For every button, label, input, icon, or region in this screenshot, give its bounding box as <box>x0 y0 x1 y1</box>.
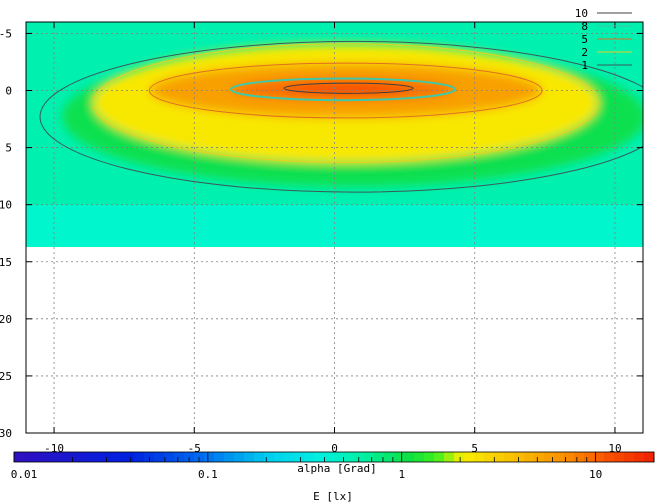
colorbar-cell <box>344 452 355 462</box>
colorbar-cell <box>24 452 35 462</box>
contour-1 <box>39 40 643 193</box>
colorbar-cell <box>14 452 25 462</box>
colorbar-cell <box>514 452 525 462</box>
colorbar-cell <box>204 452 215 462</box>
y-tick-label: 0 <box>5 85 12 98</box>
colorbar-cell <box>554 452 565 462</box>
colorbar-tick-label: 1 <box>398 468 405 481</box>
colorbar-cell <box>214 452 225 462</box>
colorbar-cell <box>264 452 275 462</box>
colorbar-cell <box>134 452 145 462</box>
x-tick-label: 0 <box>331 442 338 455</box>
legend-label-8: 8 <box>581 20 588 33</box>
y-tick-label: 10 <box>0 199 12 212</box>
colorbar-cell <box>84 452 95 462</box>
colorbar-cell <box>454 452 465 462</box>
legend-label-1: 1 <box>581 59 588 72</box>
colorbar: 0.01 0.1 1 10 <box>11 451 655 481</box>
colorbar-cell <box>494 452 505 462</box>
colorbar-cell <box>364 452 375 462</box>
colorbar-cell <box>384 452 395 462</box>
colorbar-cell <box>574 452 585 462</box>
colorbar-cell <box>44 452 55 462</box>
colorbar-cell <box>254 452 265 462</box>
colorbar-cell <box>524 452 535 462</box>
colorbar-tick-label: 10 <box>589 468 602 481</box>
colorbar-cell <box>434 452 445 462</box>
heatmap-layer <box>26 22 643 247</box>
colorbar-cell <box>294 452 305 462</box>
colorbar-cell <box>244 452 255 462</box>
colorbar-cell <box>444 452 455 462</box>
contour-5 <box>148 62 543 119</box>
colorbar-cell <box>504 452 515 462</box>
colorbar-cell <box>584 452 595 462</box>
colorbar-cell <box>74 452 85 462</box>
colorbar-cell <box>34 452 45 462</box>
colorbar-cell <box>274 452 285 462</box>
colorbar-cell <box>324 452 335 462</box>
x-axis-label: alpha [Grad] <box>297 462 376 475</box>
y-tick-label: 20 <box>0 313 12 326</box>
colorbar-cell <box>624 452 635 462</box>
colorbar-cell <box>174 452 185 462</box>
colorbar-cell <box>644 452 655 462</box>
heatmap-regions <box>62 43 643 187</box>
y-tick-label: 25 <box>0 370 12 383</box>
x-tick-label: 5 <box>471 442 478 455</box>
grid-layer <box>26 22 643 433</box>
colorbar-cell <box>474 452 485 462</box>
contour-10 <box>283 82 414 94</box>
colorbar-cell <box>544 452 555 462</box>
colorbar-cell <box>124 452 135 462</box>
colorbar-tick-label: 0.01 <box>11 468 38 481</box>
colorbar-cell <box>234 452 245 462</box>
colorbar-cell <box>354 452 365 462</box>
colorbar-cell <box>314 452 325 462</box>
colorbar-cell <box>614 452 625 462</box>
contour-8 <box>229 77 457 102</box>
colorbar-cell <box>114 452 125 462</box>
legend-label-5: 5 <box>581 33 588 46</box>
colorbar-tick-label: 0.1 <box>198 468 218 481</box>
colorbar-cell <box>284 452 295 462</box>
colorbar-cell <box>424 452 435 462</box>
heatmap-band-low <box>26 204 643 247</box>
colorbar-cell <box>394 452 405 462</box>
colorbar-cell <box>304 452 315 462</box>
colorbar-cell <box>414 452 425 462</box>
colorbar-cell <box>484 452 495 462</box>
colorbar-cell <box>634 452 645 462</box>
contour-layer <box>39 40 643 193</box>
colorbar-cell <box>564 452 575 462</box>
colorbar-cell <box>94 452 105 462</box>
colorbar-label: E [lx] <box>313 490 353 502</box>
colorbar-cell <box>154 452 165 462</box>
colorbar-cell <box>374 452 385 462</box>
colorbar-cell <box>164 452 175 462</box>
legend-label-2: 2 <box>581 46 588 59</box>
colorbar-cell <box>54 452 65 462</box>
colorbar-cell <box>534 452 545 462</box>
colorbar-cell <box>604 452 615 462</box>
y-tick-label: 30 <box>0 427 12 440</box>
y-tick-label: -5 <box>0 27 12 40</box>
colorbar-cell <box>334 452 345 462</box>
colorbar-cell <box>464 452 475 462</box>
colorbar-cell <box>104 452 115 462</box>
colorbar-cell <box>64 452 75 462</box>
contour-2 <box>92 43 599 163</box>
y-tick-label: 15 <box>0 256 12 269</box>
colorbar-cell <box>224 452 235 462</box>
y-tick-label: 5 <box>5 142 12 155</box>
colorbar-cell <box>594 452 605 462</box>
colorbar-cell <box>404 452 415 462</box>
legend-label-10: 10 <box>575 7 588 20</box>
